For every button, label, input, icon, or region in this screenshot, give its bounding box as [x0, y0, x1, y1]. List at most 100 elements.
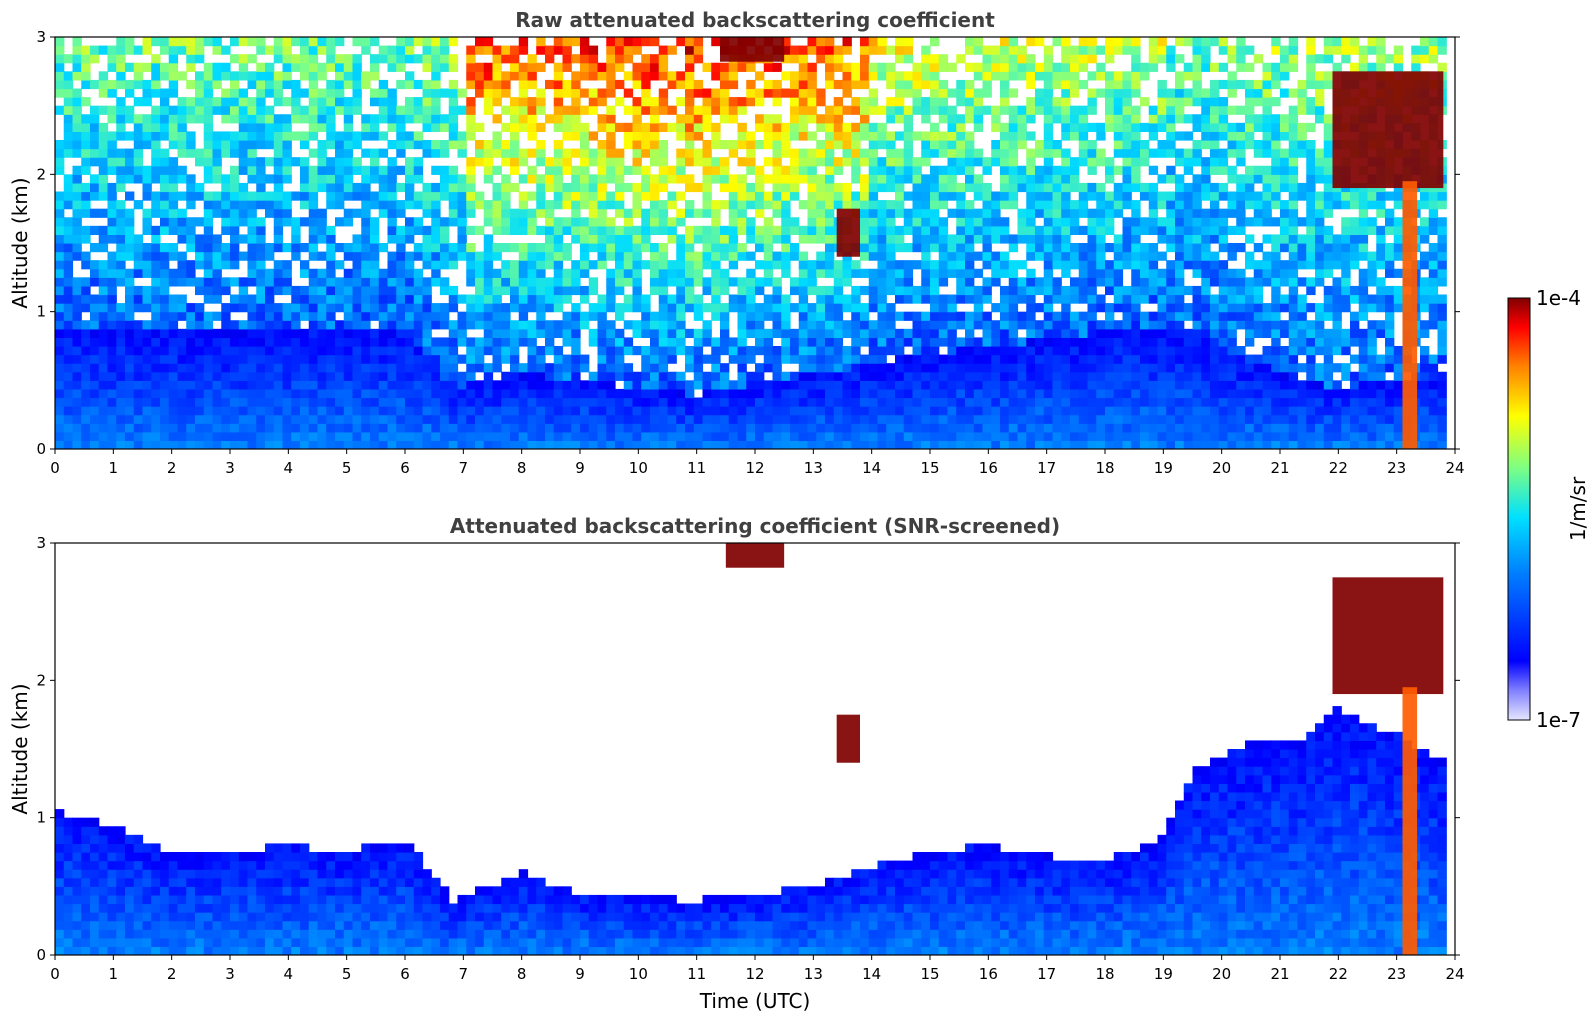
- heatmap-cell: [81, 71, 91, 81]
- heatmap-cell: [912, 346, 922, 356]
- heatmap-cell: [877, 157, 887, 167]
- heatmap-cell: [1087, 234, 1097, 244]
- heatmap-cell: [965, 371, 975, 381]
- heatmap-cell: [1078, 397, 1089, 407]
- heatmap-cell: [413, 251, 424, 261]
- heatmap-cell: [571, 371, 581, 381]
- heatmap-cell: [396, 268, 406, 278]
- heatmap-cell: [475, 251, 485, 261]
- heatmap-cell: [361, 371, 371, 381]
- heatmap-cell: [965, 397, 975, 407]
- heatmap-cell: [930, 37, 940, 47]
- heatmap-cell: [580, 191, 590, 201]
- heatmap-cell: [90, 191, 100, 201]
- heatmap-cell: [737, 225, 747, 236]
- heatmap-cell: [361, 380, 371, 390]
- heatmap-cell: [1131, 294, 1141, 304]
- heatmap-cell: [326, 414, 336, 424]
- heatmap-cell: [63, 431, 74, 442]
- heatmap-cell: [422, 122, 432, 133]
- heatmap-cell: [895, 234, 905, 244]
- heatmap-cell: [440, 88, 450, 98]
- heatmap-cell: [947, 243, 957, 253]
- heatmap-cell: [186, 131, 196, 141]
- heatmap-cell: [903, 191, 914, 201]
- heatmap-cell: [790, 191, 800, 201]
- heatmap-cell: [877, 45, 887, 55]
- heatmap-cell: [973, 157, 984, 167]
- heatmap-cell: [116, 371, 126, 381]
- heatmap-cell: [81, 277, 91, 287]
- heatmap-cell: [238, 182, 249, 193]
- heatmap-cell: [973, 174, 984, 184]
- heatmap-cell: [1070, 380, 1080, 390]
- heatmap-cell: [378, 397, 389, 407]
- heatmap-cell: [1096, 45, 1106, 55]
- heatmap-cell: [685, 440, 695, 449]
- heatmap-cell: [326, 311, 336, 321]
- heatmap-cell: [1078, 311, 1089, 321]
- heatmap-cell: [448, 406, 459, 416]
- heatmap-cell: [221, 337, 231, 347]
- heatmap-cell: [1070, 122, 1080, 133]
- heatmap-cell: [851, 371, 861, 381]
- heatmap-cell: [781, 131, 791, 141]
- heatmap-cell: [405, 45, 415, 55]
- heatmap-cell: [615, 251, 625, 261]
- heatmap-cell: [1052, 414, 1062, 424]
- heatmap-cell: [1105, 225, 1115, 236]
- heatmap-cell: [938, 268, 949, 278]
- heatmap-cell: [693, 354, 704, 364]
- heatmap-cell: [930, 148, 940, 158]
- heatmap-cell: [553, 182, 564, 193]
- heatmap-cell: [203, 328, 214, 339]
- heatmap-cell: [1113, 328, 1124, 339]
- heatmap-cell: [991, 45, 1001, 55]
- heatmap-cell: [702, 431, 712, 442]
- heatmap-cell: [632, 165, 642, 175]
- heatmap-cell: [492, 217, 502, 227]
- heatmap-cell: [55, 337, 65, 347]
- heatmap-cell: [763, 294, 774, 304]
- heatmap-cell: [177, 328, 187, 339]
- heatmap-cell: [186, 311, 196, 321]
- heatmap-cell: [125, 208, 135, 218]
- heatmap-cell: [571, 285, 581, 296]
- heatmap-cell: [1026, 423, 1036, 433]
- heatmap-cell: [335, 54, 345, 64]
- heatmap-cell: [606, 431, 616, 442]
- heatmap-cell: [650, 328, 660, 339]
- heatmap-cell: [203, 260, 214, 270]
- heatmap-cell: [1070, 62, 1080, 72]
- heatmap-cell: [387, 54, 397, 64]
- heatmap-cell: [1105, 431, 1115, 442]
- heatmap-cell: [737, 397, 747, 407]
- heatmap-cell: [536, 320, 546, 330]
- heatmap-cell: [273, 380, 284, 390]
- heatmap-cell: [851, 200, 861, 210]
- heatmap-cell: [1078, 131, 1089, 141]
- heatmap-cell: [781, 311, 791, 321]
- heatmap-cell: [1026, 414, 1036, 424]
- heatmap-cell: [693, 234, 704, 244]
- heatmap-cell: [300, 37, 310, 47]
- heatmap-cell: [125, 440, 135, 449]
- heatmap-cell: [492, 268, 502, 278]
- heatmap-cell: [55, 243, 65, 253]
- heatmap-cell: [405, 191, 415, 201]
- heatmap-cell: [466, 440, 476, 449]
- heatmap-cell: [1122, 388, 1132, 399]
- heatmap-cell: [212, 406, 222, 416]
- heatmap-cell: [1043, 45, 1054, 55]
- heatmap-cell: [440, 217, 450, 227]
- heatmap-cell: [1000, 380, 1010, 390]
- heatmap-cell: [1000, 371, 1010, 381]
- heatmap-cell: [1140, 440, 1150, 449]
- heatmap-cell: [1087, 88, 1097, 98]
- heatmap-cell: [186, 406, 196, 416]
- heatmap-cell: [1043, 105, 1054, 115]
- heatmap-cell: [98, 45, 109, 55]
- heatmap-cell: [440, 251, 450, 261]
- heatmap-cell: [667, 431, 677, 442]
- heatmap-cell: [177, 148, 187, 158]
